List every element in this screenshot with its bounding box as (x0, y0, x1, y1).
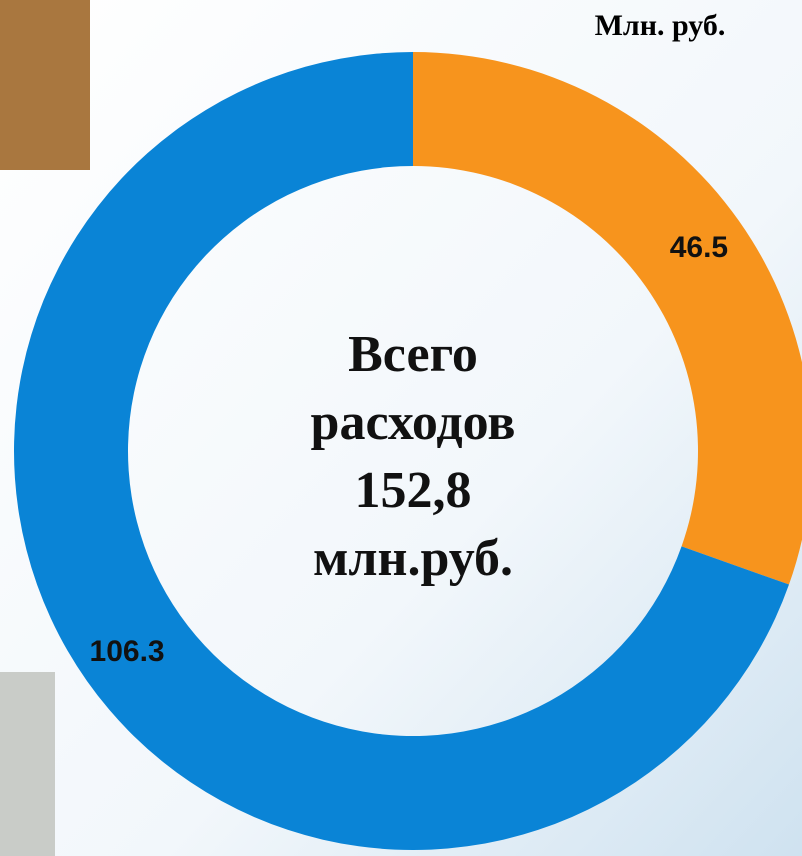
center-line: расходов (311, 394, 516, 451)
center-line: млн.руб. (313, 530, 513, 587)
photo-top-left (0, 0, 90, 170)
center-line: 152,8 (355, 462, 472, 519)
donut-segment (413, 52, 802, 585)
center-text: Всего расходов 152,8 млн.руб. (311, 326, 516, 587)
donut-segment (13, 52, 789, 850)
center-line: Всего (348, 326, 478, 383)
data-label: 46.5 (670, 231, 728, 264)
data-label: 106.3 (90, 635, 165, 668)
unit-label: Млн. руб. (595, 9, 726, 42)
photo-bottom-left (0, 672, 55, 856)
donut: 46.5 106.3 (13, 52, 802, 850)
